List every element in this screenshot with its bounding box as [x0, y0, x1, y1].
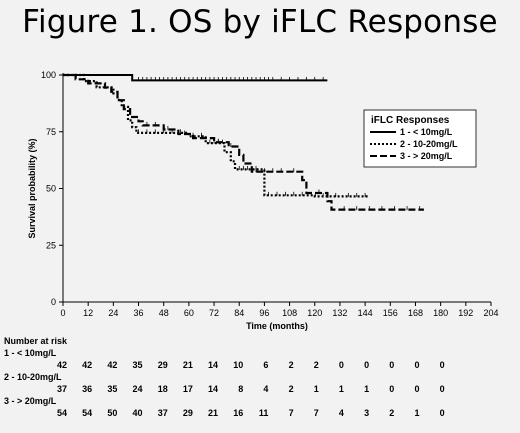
x-tick-label: 144: [358, 308, 373, 318]
legend: iFLC Responses 1 - < 10mg/L 2 - 10-20mg/L…: [363, 109, 477, 168]
risk-count: 0: [389, 360, 394, 370]
risk-count: 4: [339, 408, 344, 418]
risk-count: 50: [107, 408, 117, 418]
x-axis-label: Time (months): [246, 321, 308, 331]
risk-count: 0: [339, 360, 344, 370]
risk-count: 0: [389, 384, 394, 394]
survival-curve-2: [63, 73, 370, 198]
risk-count: 0: [364, 360, 369, 370]
risk-count: 8: [238, 384, 243, 394]
x-tick-label: 0: [60, 308, 65, 318]
risk-count: 2: [389, 408, 394, 418]
y-tick-label: 25: [46, 240, 56, 250]
x-tick-label: 96: [259, 308, 269, 318]
risk-count: 0: [440, 384, 445, 394]
y-axis-label: Survival probability (%): [27, 138, 37, 238]
x-tick-label: 84: [234, 308, 244, 318]
risk-count: 1: [339, 384, 344, 394]
chart-axes: 0 12 24 36 48 60 72 84 96 108 120 132 144 156 168 180 19…: [27, 70, 499, 331]
survival-curve-3: [63, 73, 424, 211]
slide-title: Figure 1. OS by iFLC Response: [22, 4, 498, 40]
risk-count: 4: [263, 384, 268, 394]
risk-count: 54: [57, 408, 67, 418]
risk-count: 2: [289, 360, 294, 370]
risk-count: 37: [57, 384, 67, 394]
risk-count: 37: [158, 408, 168, 418]
y-tick-label: 100: [41, 70, 56, 80]
risk-count: 35: [133, 360, 143, 370]
risk-count: 14: [208, 360, 218, 370]
risk-count: 42: [82, 360, 92, 370]
risk-count: 10: [233, 360, 243, 370]
survival-curves: [63, 73, 424, 211]
y-tick-label: 50: [46, 184, 56, 194]
risk-count: 2: [289, 384, 294, 394]
risk-count: 42: [107, 360, 117, 370]
risk-count: 29: [183, 408, 193, 418]
legend-entry-1: 1 - < 10mg/L: [400, 127, 453, 137]
x-tick-label: 24: [108, 308, 118, 318]
x-tick-label: 132: [332, 308, 347, 318]
risk-count: 6: [263, 360, 268, 370]
risk-count: 1: [364, 384, 369, 394]
legend-entry-3: 3 - > 20mg/L: [400, 151, 453, 161]
legend-title: iFLC Responses: [371, 115, 450, 126]
risk-count: 17: [183, 384, 193, 394]
x-tick-label: 36: [134, 308, 144, 318]
risk-count: 24: [133, 384, 143, 394]
risk-count: 16: [233, 408, 243, 418]
x-tick-label: 60: [184, 308, 194, 318]
risk-count: 1: [314, 384, 319, 394]
x-tick-label: 192: [458, 308, 473, 318]
risk-count: 2: [314, 360, 319, 370]
risk-count: 40: [133, 408, 143, 418]
censor-marks: [138, 76, 421, 211]
y-tick-label: 0: [51, 297, 56, 307]
x-tick-label: 180: [433, 308, 448, 318]
x-tick-label: 108: [282, 308, 297, 318]
risk-count: 54: [82, 408, 92, 418]
x-tick-label: 72: [209, 308, 219, 318]
risk-count: 7: [314, 408, 319, 418]
risk-count: 7: [289, 408, 294, 418]
risk-count: 1: [414, 408, 419, 418]
risk-count: 11: [259, 408, 269, 418]
x-tick-label: 204: [483, 308, 498, 318]
risk-count: 0: [440, 408, 445, 418]
x-tick-label: 156: [383, 308, 398, 318]
risk-table-header: Number at risk: [4, 336, 68, 346]
x-tick-label: 48: [159, 308, 169, 318]
risk-count: 21: [208, 408, 218, 418]
risk-count: 18: [158, 384, 168, 394]
y-tick-label: 75: [46, 127, 56, 137]
x-tick-label: 168: [408, 308, 423, 318]
risk-group-label-3: 3 - > 20mg/L: [4, 396, 57, 406]
risk-group-label-1: 1 - < 10mg/L: [4, 348, 57, 358]
risk-count: 0: [414, 360, 419, 370]
risk-count: 21: [183, 360, 193, 370]
risk-count: 0: [440, 360, 445, 370]
risk-count: 3: [364, 408, 369, 418]
x-tick-label: 12: [83, 308, 93, 318]
risk-count: 14: [208, 384, 218, 394]
risk-count: 0: [414, 384, 419, 394]
legend-entry-2: 2 - 10-20mg/L: [400, 139, 458, 149]
legend-box: [363, 109, 477, 168]
risk-count: 35: [107, 384, 117, 394]
survival-curve-1: [63, 74, 328, 82]
x-tick-label: 120: [307, 308, 322, 318]
risk-count: 42: [57, 360, 67, 370]
risk-count: 36: [82, 384, 92, 394]
risk-group-label-2: 2 - 10-20mg/L: [4, 372, 62, 382]
risk-count: 29: [158, 360, 168, 370]
